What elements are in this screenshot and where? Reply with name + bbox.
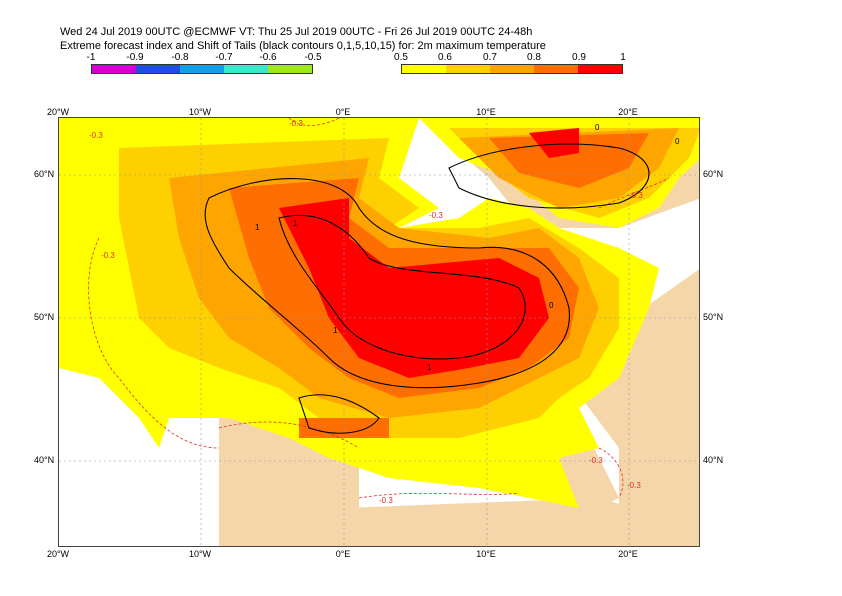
sot-label: 1 (293, 219, 298, 228)
lat-tick-right: 50°N (703, 312, 724, 322)
lon-tick-top: 10°E (476, 107, 496, 117)
legend-neg-label: -0.9 (126, 52, 144, 63)
efi-shading (59, 118, 699, 508)
dashed-label: -0.3 (101, 251, 115, 260)
sot-label: 0 (675, 137, 680, 146)
efi-map: -0.3 -0.3 -0.3 -0.3 -0.3 -0.3 -0.3 -0.3 … (58, 117, 700, 547)
legend-neg-label: -0.5 (304, 52, 322, 63)
legend-negative-segment (268, 65, 312, 73)
dashed-label: -0.3 (627, 481, 641, 490)
lon-tick-bottom: 0°E (335, 549, 351, 559)
legend-neg-label: -1 (86, 52, 96, 63)
land-balkans (559, 269, 699, 546)
sot-contour-inner (278, 214, 526, 360)
sot-label: 1 (255, 223, 260, 232)
graticule (59, 118, 699, 546)
dashed-contour-balkans (598, 447, 624, 499)
dashed-label: -0.3 (629, 191, 643, 200)
lon-tick-bottom: 10°E (476, 549, 496, 559)
efi-map-canvas: -0.3 -0.3 -0.3 -0.3 -0.3 -0.3 -0.3 -0.3 … (59, 118, 699, 546)
legend-negative-segment (92, 65, 136, 73)
chart-title: Wed 24 Jul 2019 00UTC @ECMWF VT: Thu 25 … (60, 26, 533, 38)
sot-label: 0 (595, 123, 600, 132)
legend-pos-label: 0.5 (394, 52, 408, 63)
dashed-label: -0.3 (379, 496, 393, 505)
legend-positive-segment (578, 65, 622, 73)
efi-area-09 (279, 198, 549, 378)
sot-contour-france-south (298, 394, 380, 434)
legend-neg-label: -0.8 (171, 52, 189, 63)
legend-neg-label: -0.6 (259, 52, 277, 63)
contour-labels: -0.3 -0.3 -0.3 -0.3 -0.3 -0.3 -0.3 -0.3 … (89, 119, 680, 505)
sot-label: 1 (333, 326, 338, 335)
chart-subtitle: Extreme forecast index and Shift of Tail… (60, 40, 546, 52)
legend-positive-segment (402, 65, 446, 73)
sot-contour-scand (448, 143, 650, 209)
dashed-contour-north (288, 118, 340, 126)
lon-tick-top: 20°W (46, 107, 70, 117)
legend-positive-segment (490, 65, 534, 73)
lat-tick-left: 60°N (34, 169, 55, 179)
legend-pos-label: 1 (620, 52, 626, 63)
legend-positive-colorbar (401, 64, 623, 74)
legend-negative-segment (224, 65, 268, 73)
lon-tick-top: 0°E (335, 107, 351, 117)
lat-tick-right: 60°N (703, 169, 724, 179)
legend-positive-segment (534, 65, 578, 73)
legend-negative-colorbar (91, 64, 313, 74)
legend-positive-segment (446, 65, 490, 73)
legend-pos-label: 0.6 (438, 52, 452, 63)
dashed-label: -0.3 (429, 211, 443, 220)
dashed-label: -0.3 (289, 119, 303, 128)
legend-negative-segment (136, 65, 180, 73)
sot-label: 1 (427, 363, 432, 372)
lon-tick-bottom: 20°E (618, 549, 638, 559)
lon-tick-top: 10°W (188, 107, 212, 117)
dashed-label: -0.3 (89, 131, 103, 140)
legend-negative-segment (180, 65, 224, 73)
sot-contours (204, 143, 650, 434)
legend-pos-label: 0.8 (527, 52, 541, 63)
legend-neg-label: -0.7 (215, 52, 233, 63)
dashed-contour-africa (358, 492, 520, 499)
legend-pos-label: 0.9 (572, 52, 586, 63)
sot-label: 0 (549, 301, 554, 310)
dashed-label: -0.3 (589, 456, 603, 465)
lat-tick-right: 40°N (703, 455, 724, 465)
legend-pos-label: 0.7 (483, 52, 497, 63)
lon-tick-bottom: 20°W (46, 549, 70, 559)
lat-tick-left: 40°N (34, 455, 55, 465)
sot-contour-main (204, 178, 570, 389)
dashed-contour-atlantic (88, 237, 220, 449)
efi-area-09-north (529, 128, 579, 158)
lat-tick-left: 50°N (34, 312, 55, 322)
lon-tick-bottom: 10°W (188, 549, 212, 559)
dashed-contour-iberia (218, 421, 360, 449)
lon-tick-top: 20°E (618, 107, 638, 117)
